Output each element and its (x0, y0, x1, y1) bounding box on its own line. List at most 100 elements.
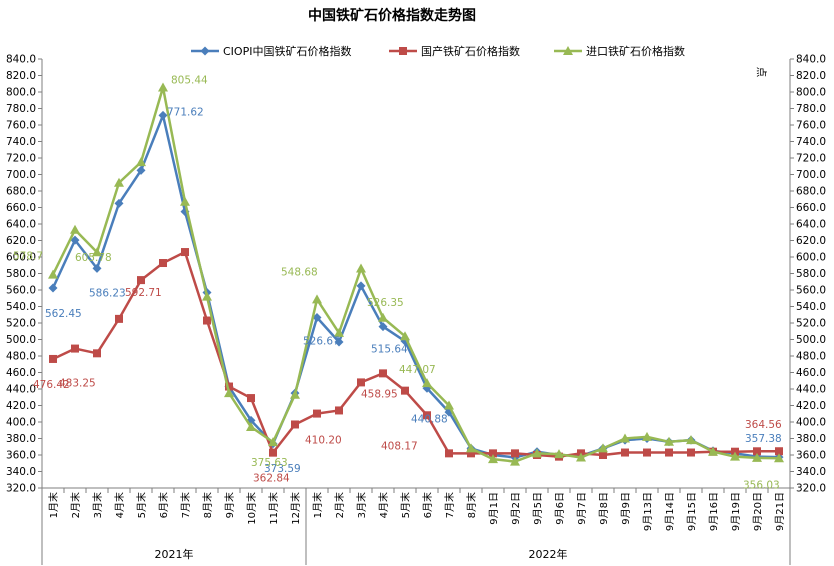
data-label: 447.07 (399, 364, 436, 376)
series-point (158, 82, 168, 92)
series-point (467, 449, 475, 458)
series-point (357, 378, 365, 387)
series-layer (48, 82, 784, 466)
x-tick-label: 2月末 (69, 492, 82, 518)
y-tick-label-left: 720.0 (6, 153, 36, 165)
series-point (312, 312, 322, 322)
series-point (114, 198, 124, 208)
y-tick-label-right: 440.0 (796, 384, 826, 396)
series-point (489, 449, 497, 458)
series-point (268, 437, 278, 447)
x-tick-label: 7月末 (179, 492, 192, 518)
x-tick-label: 9月14日 (664, 492, 676, 531)
y-tick-label-right: 560.0 (796, 285, 826, 297)
series-point (642, 431, 652, 441)
y-tick-label-left: 460.0 (6, 367, 36, 379)
y-tick-label-right: 760.0 (796, 120, 826, 132)
x-tick-label: 4月末 (377, 492, 390, 518)
series-point (488, 454, 498, 464)
series-point (554, 449, 564, 459)
x-tick-label: 12月末 (289, 492, 302, 525)
series-point (378, 322, 388, 332)
x-tick-label: 6月末 (421, 492, 434, 518)
y-tick-label-left: 520.0 (6, 318, 36, 330)
x-tick-label: 10月末 (245, 492, 258, 525)
legend-label: 进口铁矿石价格指数 (586, 44, 685, 58)
series-point (181, 248, 189, 257)
series-line (52, 250, 780, 458)
y-tick-label-right: 740.0 (796, 136, 826, 148)
series-line (51, 86, 780, 463)
y-tick-label-right: 500.0 (796, 334, 826, 346)
x-tick-label: 8月末 (201, 492, 214, 518)
series-point (115, 314, 123, 323)
y-tick-label-right: 340.0 (796, 466, 826, 478)
data-label: 362.84 (253, 473, 290, 485)
series-point (335, 406, 343, 415)
y-tick-label-right: 360.0 (796, 450, 826, 462)
y-tick-label-right: 720.0 (796, 153, 826, 165)
y-tick-label-right: 600.0 (796, 252, 826, 264)
x-tick-label: 3月末 (91, 492, 104, 518)
y-tick-label-left: 340.0 (6, 466, 36, 478)
series-point (356, 263, 366, 273)
data-label: 578.7 (13, 251, 43, 263)
x-tick-label: 4月末 (113, 492, 126, 518)
series-point (137, 276, 145, 285)
series-point (158, 110, 168, 120)
legend-swatch-marker (563, 46, 573, 55)
year-group-label: 2022年 (529, 547, 568, 561)
series-point (290, 389, 300, 399)
series-point (180, 196, 190, 206)
data-label: 526.67 (303, 335, 340, 347)
y-tick-label-right: 840.0 (796, 54, 826, 66)
y-unit-label: 点 (755, 67, 767, 78)
y-tick-label-right: 780.0 (796, 103, 826, 115)
series-point (379, 369, 387, 378)
data-label: 408.17 (381, 440, 418, 452)
data-label: 364.56 (745, 419, 782, 431)
series-point (225, 382, 233, 391)
legend-swatch-marker (200, 46, 210, 56)
y-tick-label-left: 660.0 (6, 202, 36, 214)
chart-title: 中国铁矿石价格指数走势图 (308, 7, 476, 24)
data-label: 373.59 (264, 463, 301, 475)
data-label: 586.23 (89, 287, 126, 299)
series-point (291, 420, 299, 429)
y-tick-label-left: 440.0 (6, 384, 36, 396)
x-tick-label: 9月9日 (620, 492, 632, 525)
y-tick-label-left: 700.0 (6, 169, 36, 181)
series-point (334, 327, 344, 337)
data-label: 562.45 (45, 308, 82, 320)
series-point (687, 448, 695, 457)
y-tick-label-right: 660.0 (796, 202, 826, 214)
x-tick-label: 9月16日 (708, 492, 720, 531)
x-tick-label: 6月末 (157, 492, 170, 518)
x-tick-label: 9月末 (223, 492, 236, 518)
data-label: 476.42 (33, 379, 70, 391)
y-tick-label-right: 520.0 (796, 318, 826, 330)
data-label: 526.35 (367, 297, 404, 309)
series-point (48, 283, 58, 293)
y-tick-label-right: 680.0 (796, 186, 826, 198)
series-point (466, 443, 476, 453)
data-label: 515.64 (371, 344, 408, 356)
series-point (599, 451, 607, 459)
y-tick-label-left: 740.0 (6, 136, 36, 148)
x-tick-label: 8月末 (465, 492, 478, 518)
data-label: 605.78 (75, 252, 112, 264)
x-tick-label: 1月末 (47, 492, 60, 518)
legend-item-2: 国产铁矿石价格指数 (389, 44, 520, 58)
y-tick-label-left: 420.0 (6, 400, 36, 412)
y-tick-label-left: 580.0 (6, 268, 36, 280)
x-tick-label: 2月末 (333, 492, 346, 518)
data-label: 592.71 (125, 287, 162, 299)
y-tick-label-left: 780.0 (6, 103, 36, 115)
y-tick-label-left: 500.0 (6, 334, 36, 346)
series-point (400, 331, 410, 341)
series-point (71, 344, 79, 353)
series-point (247, 394, 255, 403)
series-point (643, 448, 651, 457)
series-point (49, 354, 57, 363)
data-label: 375.63 (251, 457, 288, 469)
